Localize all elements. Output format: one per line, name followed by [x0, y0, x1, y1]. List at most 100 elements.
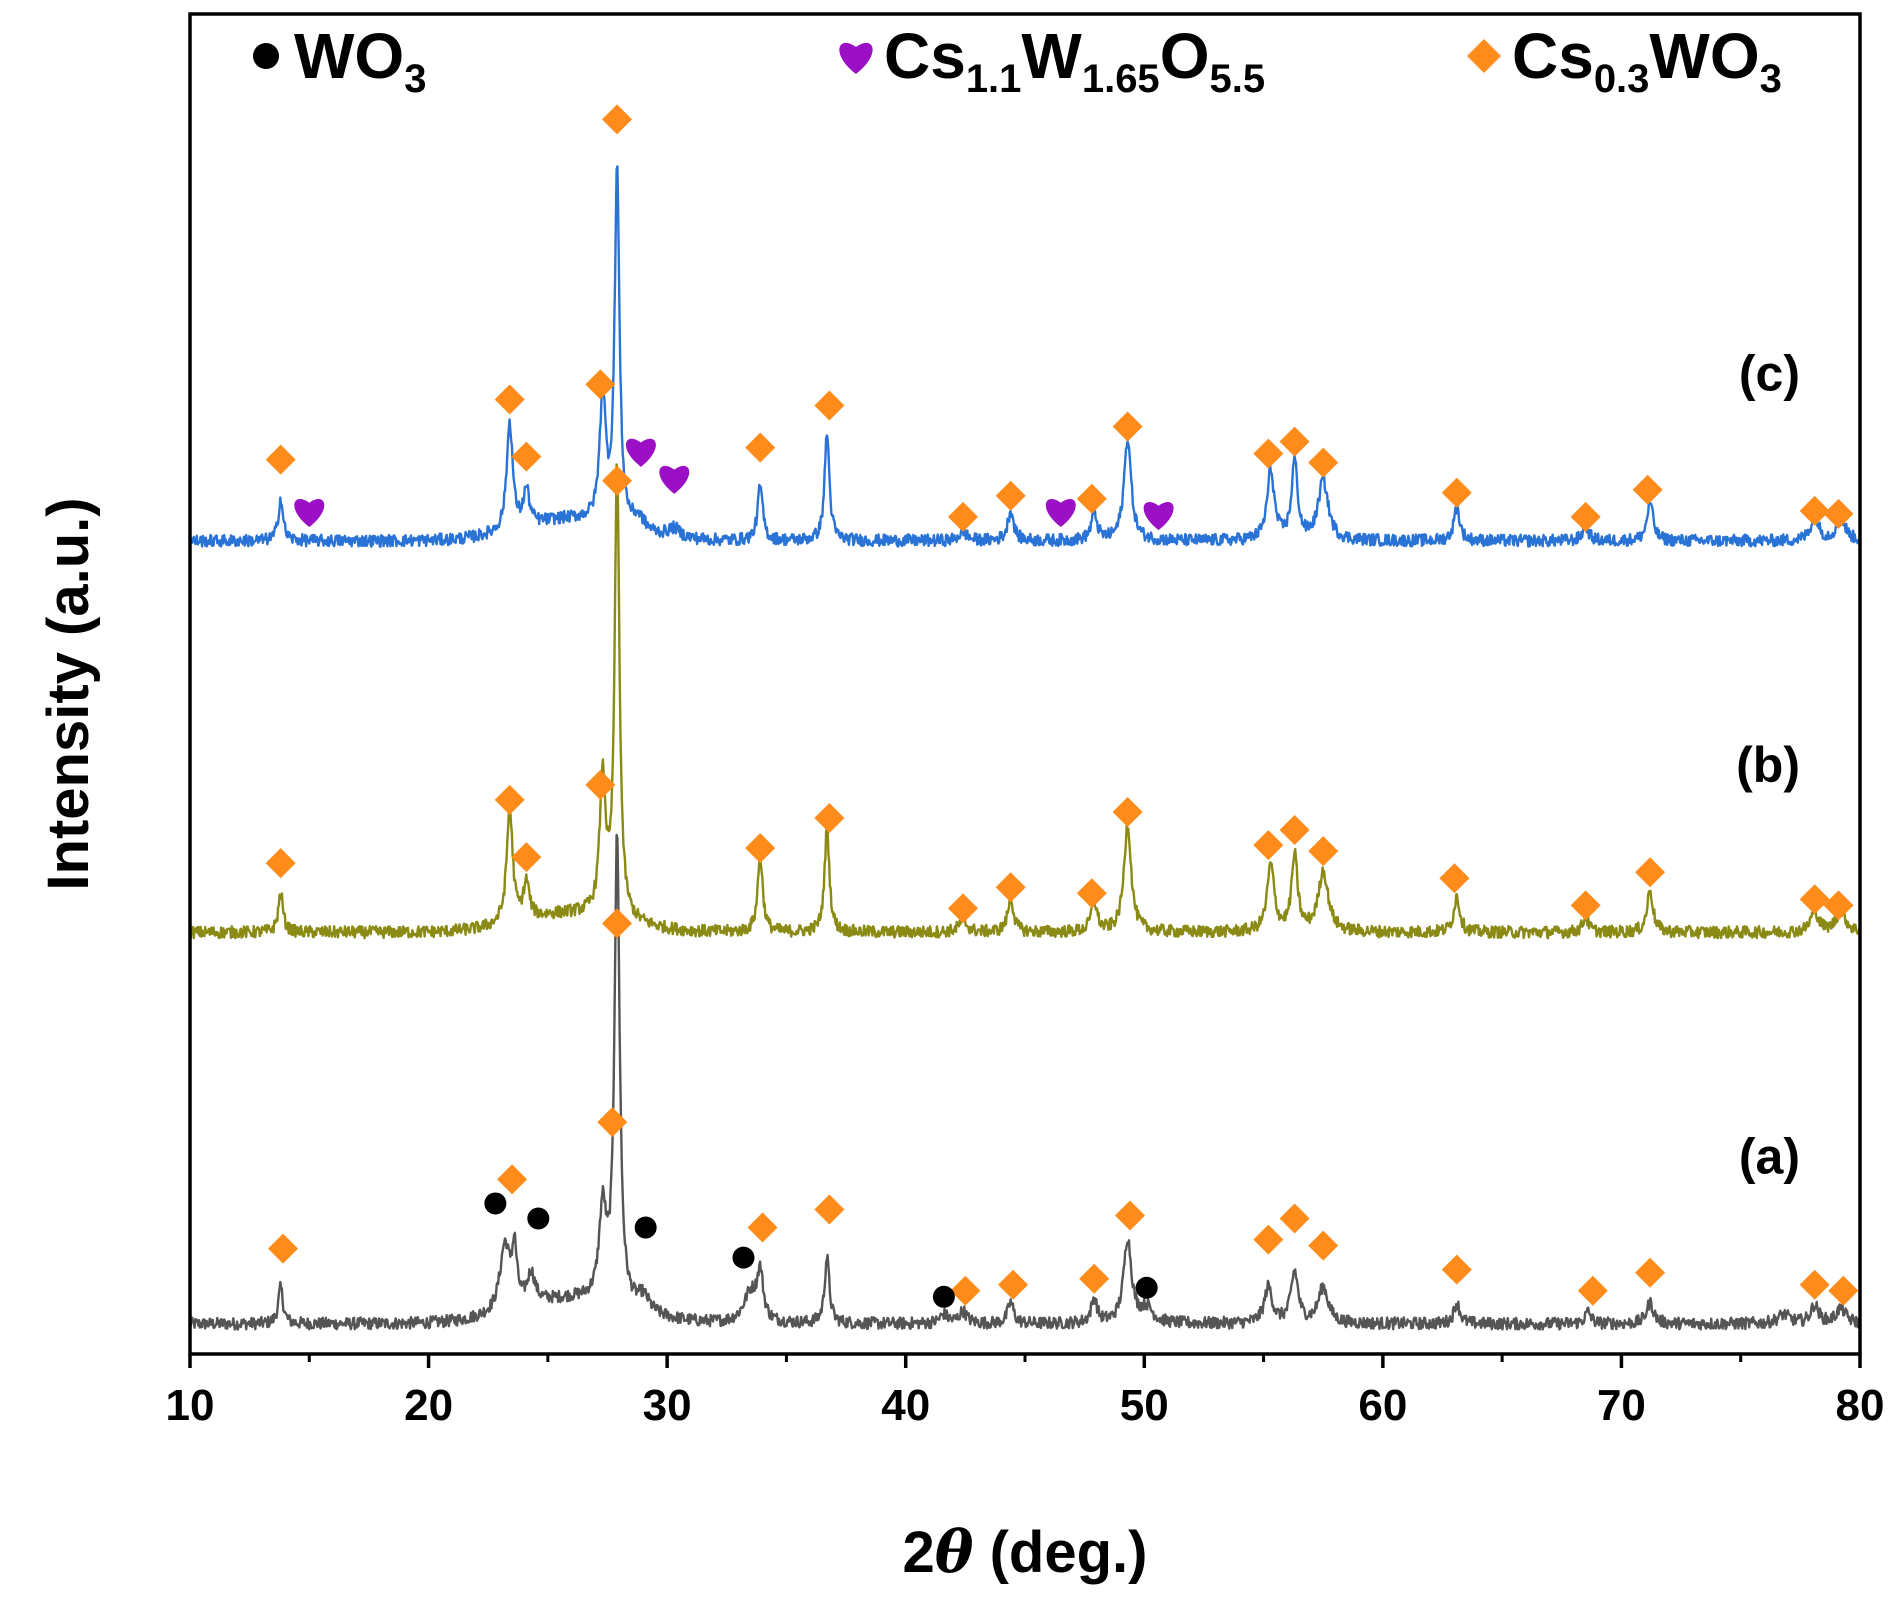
peak-marker-0-20 — [634, 1216, 657, 1239]
x-axis-title-prefix: 2 — [903, 1520, 935, 1585]
peak-marker-2-11 — [1253, 438, 1284, 469]
peak-marker-1-5 — [745, 833, 776, 864]
peak-marker-2-13 — [1308, 447, 1339, 478]
legend-label-0: WO3 — [294, 20, 426, 101]
legend-label-sub-2: 3 — [1760, 57, 1782, 101]
series-line-1 — [188, 463, 1862, 940]
x-axis-title-symbol: θ — [935, 1518, 974, 1586]
peak-marker-1-0 — [265, 848, 296, 879]
peak-marker-1-11 — [1253, 830, 1284, 861]
legend-label-part-1: WO — [1649, 20, 1759, 92]
peak-marker-0-13 — [1441, 1254, 1472, 1285]
peak-marker-1-18 — [1823, 890, 1854, 921]
peak-marker-0-0 — [268, 1233, 299, 1264]
legend-item-1: Cs1.1W1.65O5.5 — [839, 20, 1265, 101]
peak-marker-2-23 — [1143, 502, 1174, 531]
peak-marker-2-18 — [1823, 498, 1854, 529]
peak-marker-0-19 — [527, 1207, 550, 1230]
x-axis-title-suffix: (deg.) — [973, 1520, 1147, 1585]
peak-marker-2-21 — [659, 465, 690, 494]
peak-marker-1-4 — [602, 465, 633, 496]
peak-marker-2-17 — [1799, 495, 1830, 526]
peak-marker-0-9 — [1114, 1200, 1145, 1231]
peak-marker-2-6 — [814, 390, 845, 421]
peak-marker-2-15 — [1570, 501, 1601, 532]
legend-marker-heart — [839, 42, 873, 74]
peak-marker-2-5 — [745, 432, 776, 463]
peak-marker-0-2 — [597, 1107, 628, 1138]
peak-marker-2-3 — [585, 369, 616, 400]
peak-marker-2-10 — [1112, 411, 1143, 442]
labels-layer: (a) (b) (c) 2θ (deg.) Intensity (a.u.) — [36, 345, 1800, 1586]
legend-marker-circle — [253, 43, 279, 69]
peak-marker-1-17 — [1799, 884, 1830, 915]
legend-label-sub-0: 1.1 — [966, 57, 1022, 101]
legend-label-base: WO — [294, 20, 404, 92]
axes-layer: 10 20 30 40 50 60 70 80 — [166, 12, 1885, 1430]
marker-layer — [265, 104, 1859, 1308]
peak-marker-2-7 — [947, 501, 978, 532]
peak-marker-0-16 — [1799, 1269, 1830, 1300]
legend-label-base: Cs — [1512, 20, 1594, 92]
peak-marker-2-12 — [1279, 426, 1310, 457]
legend-label-sub-0: 0.3 — [1594, 57, 1650, 101]
x-tick-label-3: 40 — [881, 1381, 930, 1430]
legend-label-2: Cs0.3WO3 — [1512, 20, 1782, 101]
x-tick-label-4: 50 — [1120, 1381, 1169, 1430]
x-axis-title: 2θ (deg.) — [903, 1518, 1148, 1586]
legend: WO3 Cs1.1W1.65O5.5 Cs0.3WO3 — [253, 20, 1782, 101]
peak-marker-0-23 — [1135, 1276, 1158, 1299]
peak-marker-2-8 — [995, 480, 1026, 511]
x-tick-label-0: 10 — [166, 1381, 215, 1430]
peak-marker-0-17 — [1828, 1275, 1859, 1306]
plot-frame — [188, 12, 1862, 1356]
series-label-0: (a) — [1739, 1128, 1800, 1184]
peak-marker-0-4 — [747, 1212, 778, 1243]
series-line-0 — [188, 833, 1862, 1331]
peak-marker-2-9 — [1076, 483, 1107, 514]
peak-marker-2-0 — [265, 444, 296, 475]
legend-label-sub-0: 3 — [404, 57, 426, 101]
series-layer — [188, 165, 1862, 1331]
peak-marker-0-14 — [1577, 1275, 1608, 1306]
peak-marker-0-8 — [1079, 1263, 1110, 1294]
peak-marker-0-3 — [602, 908, 633, 939]
series-label-2: (c) — [1739, 345, 1800, 401]
peak-marker-2-16 — [1632, 474, 1663, 505]
peak-marker-0-22 — [932, 1285, 955, 1308]
legend-label-base: Cs — [884, 20, 966, 92]
peak-marker-1-12 — [1279, 815, 1310, 846]
legend-label-part-1: W — [1021, 20, 1082, 92]
peak-marker-2-2 — [511, 441, 542, 472]
peak-marker-1-13 — [1308, 836, 1339, 867]
x-tick-label-7: 80 — [1836, 1381, 1885, 1430]
peak-marker-1-6 — [814, 803, 845, 833]
legend-label-sub-4: 5.5 — [1209, 57, 1265, 101]
peak-marker-1-3 — [585, 769, 616, 800]
legend-marker-diamond — [1467, 39, 1501, 73]
x-tick-label-2: 30 — [643, 1381, 692, 1430]
peak-marker-0-1 — [497, 1164, 528, 1195]
peak-marker-0-18 — [484, 1192, 507, 1215]
peak-marker-0-7 — [998, 1269, 1029, 1300]
peak-marker-0-6 — [950, 1275, 981, 1306]
peak-marker-2-22 — [1045, 499, 1076, 528]
peak-marker-2-19 — [294, 499, 325, 528]
legend-label-1: Cs1.1W1.65O5.5 — [884, 20, 1265, 101]
peak-marker-1-7 — [947, 893, 978, 924]
legend-label-sub-2: 1.65 — [1082, 57, 1160, 101]
legend-item-2: Cs0.3WO3 — [1467, 20, 1782, 101]
peak-marker-1-10 — [1112, 796, 1143, 827]
peak-marker-2-14 — [1441, 477, 1472, 508]
x-tick-label-5: 60 — [1358, 1381, 1407, 1430]
peak-marker-0-5 — [814, 1194, 845, 1225]
y-axis-title: Intensity (a.u.) — [36, 497, 101, 890]
peak-marker-0-12 — [1308, 1230, 1339, 1261]
peak-marker-1-15 — [1570, 890, 1601, 921]
peak-marker-1-14 — [1439, 863, 1470, 894]
peak-marker-2-20 — [625, 438, 656, 467]
peak-marker-0-15 — [1635, 1257, 1666, 1288]
legend-label-part-3: O — [1160, 20, 1210, 92]
peak-marker-2-1 — [494, 384, 525, 415]
